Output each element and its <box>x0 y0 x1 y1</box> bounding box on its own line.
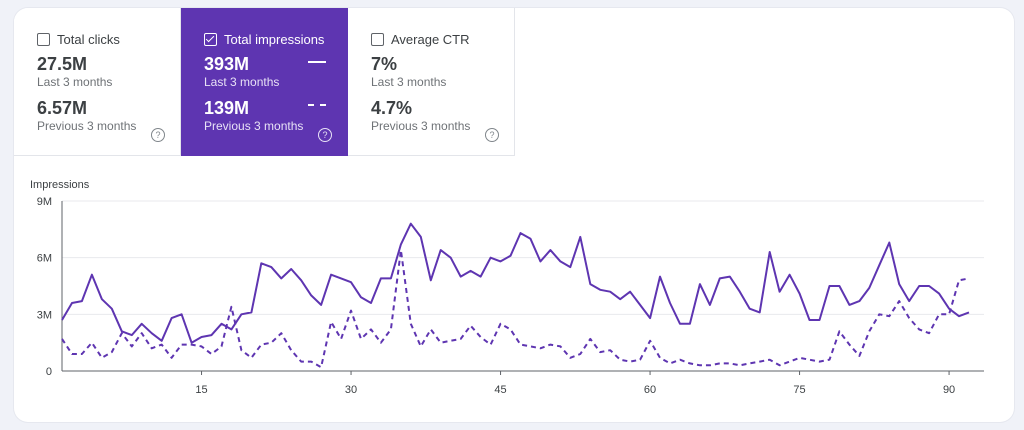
metric-header: Total clicks <box>37 30 180 48</box>
metric-period: Last 3 months <box>204 75 280 89</box>
performance-card: Total clicks 27.5M Last 3 months 6.57M P… <box>14 8 1014 422</box>
metric-value: 27.5M <box>37 54 88 74</box>
help-icon[interactable]: ? <box>151 128 165 142</box>
metric-period: Last 3 months <box>37 75 113 89</box>
x-tick-label: 45 <box>494 384 506 396</box>
metric-prev-value: 6.57M <box>37 98 88 118</box>
impressions-chart: 0 3M 6M 9M 15 30 45 60 75 90 <box>37 196 984 396</box>
impressions-previous-line <box>61 249 970 369</box>
y-tick-label: 0 <box>46 366 52 378</box>
x-tick-label: 15 <box>195 384 207 396</box>
metric-prev-period: Previous 3 months <box>204 119 304 133</box>
checkbox-checked-icon[interactable] <box>204 32 217 46</box>
metric-prev-value: 4.7% <box>371 98 413 118</box>
y-tick-label: 9M <box>37 196 52 208</box>
metric-title: Average CTR <box>391 31 470 47</box>
x-tick-label: 60 <box>644 384 656 396</box>
solid-line-legend-icon <box>308 61 326 63</box>
metric-value: 7% <box>371 54 398 74</box>
dashed-line-legend-icon <box>308 104 326 106</box>
help-icon[interactable]: ? <box>485 128 499 142</box>
metric-value: 393M <box>204 54 250 74</box>
metric-period: Last 3 months <box>371 75 447 89</box>
metric-prev-value: 139M <box>204 98 250 118</box>
metric-card-average-ctr[interactable]: Average CTR 7% Last 3 months 4.7% Previo… <box>348 8 515 156</box>
help-icon[interactable]: ? <box>318 128 332 142</box>
metric-prev-period: Previous 3 months <box>37 119 137 133</box>
metric-card-total-impressions[interactable]: Total impressions 393M Last 3 months 139… <box>181 8 348 156</box>
metric-header: Total impressions <box>204 30 347 48</box>
metric-prev-period: Previous 3 months <box>371 119 471 133</box>
metric-card-total-clicks[interactable]: Total clicks 27.5M Last 3 months 6.57M P… <box>14 8 181 156</box>
metric-title: Total impressions <box>224 31 325 47</box>
x-tick-label: 30 <box>345 384 357 396</box>
metric-cards: Total clicks 27.5M Last 3 months 6.57M P… <box>14 8 515 156</box>
x-tick-label: 75 <box>793 384 805 396</box>
y-tick-label: 3M <box>37 309 52 321</box>
x-tick-label: 90 <box>943 384 955 396</box>
checkbox-icon[interactable] <box>37 32 50 46</box>
y-axis-title: Impressions <box>30 179 90 191</box>
metric-header: Average CTR <box>371 30 514 48</box>
impressions-current-line <box>61 222 970 344</box>
checkbox-icon[interactable] <box>371 32 384 46</box>
metric-title: Total clicks <box>57 31 120 47</box>
y-tick-label: 6M <box>37 253 52 265</box>
